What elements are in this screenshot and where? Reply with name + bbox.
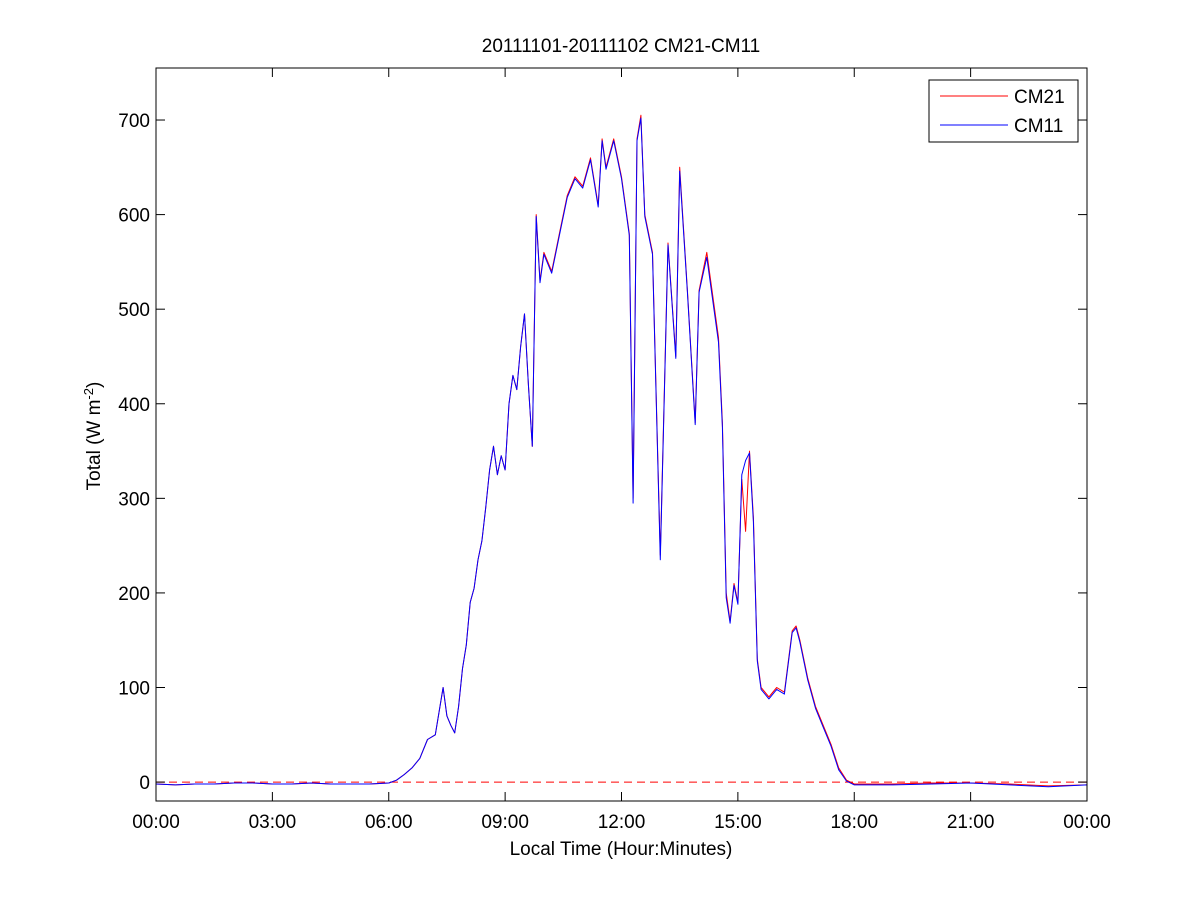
legend-label-cm11: CM11 xyxy=(1014,116,1063,137)
y-tick-label: 600 xyxy=(118,206,150,227)
x-tick-label: 09:00 xyxy=(481,812,529,833)
legend-box xyxy=(928,79,1079,143)
x-tick-label: 21:00 xyxy=(947,812,995,833)
x-tick-label: 15:00 xyxy=(714,812,762,833)
series-layer xyxy=(155,114,1088,788)
y-tick-label: 0 xyxy=(139,773,150,794)
x-tick-label: 06:00 xyxy=(365,812,413,833)
y-axis-label-main: Total (W m xyxy=(84,400,105,491)
x-tick-label: 00:00 xyxy=(1063,812,1111,833)
y-tick-label: 300 xyxy=(118,489,150,510)
x-tick-label: 03:00 xyxy=(249,812,297,833)
legend-label-cm21: CM21 xyxy=(1014,87,1065,108)
y-tick-label: 500 xyxy=(118,300,150,321)
y-tick-label: 400 xyxy=(118,395,150,416)
x-tick-label: 18:00 xyxy=(830,812,878,833)
tick-layer: 00:00 03:00 06:00 09:00 12:00 15:00 18:00 21:00… xyxy=(118,68,1111,833)
legend: CM21 CM11 xyxy=(928,79,1079,143)
series-line-cm11 xyxy=(155,117,1088,788)
y-axis-label: Total (W m-2) xyxy=(81,382,106,491)
plot-area xyxy=(156,68,1087,801)
y-tick-label: 200 xyxy=(118,584,150,605)
y-axis-label-close: ) xyxy=(84,382,105,388)
x-tick-label: 00:00 xyxy=(132,812,180,833)
x-tick-label: 12:00 xyxy=(598,812,646,833)
y-tick-label: 100 xyxy=(118,679,150,700)
y-axis-label-superscript: -2 xyxy=(81,388,96,400)
y-tick-label: 700 xyxy=(118,111,150,132)
chart-title: 20111101-20111102 CM21-CM11 xyxy=(482,36,761,57)
x-axis-label: Local Time (Hour:Minutes) xyxy=(510,839,733,860)
plot-frame xyxy=(155,67,1088,802)
